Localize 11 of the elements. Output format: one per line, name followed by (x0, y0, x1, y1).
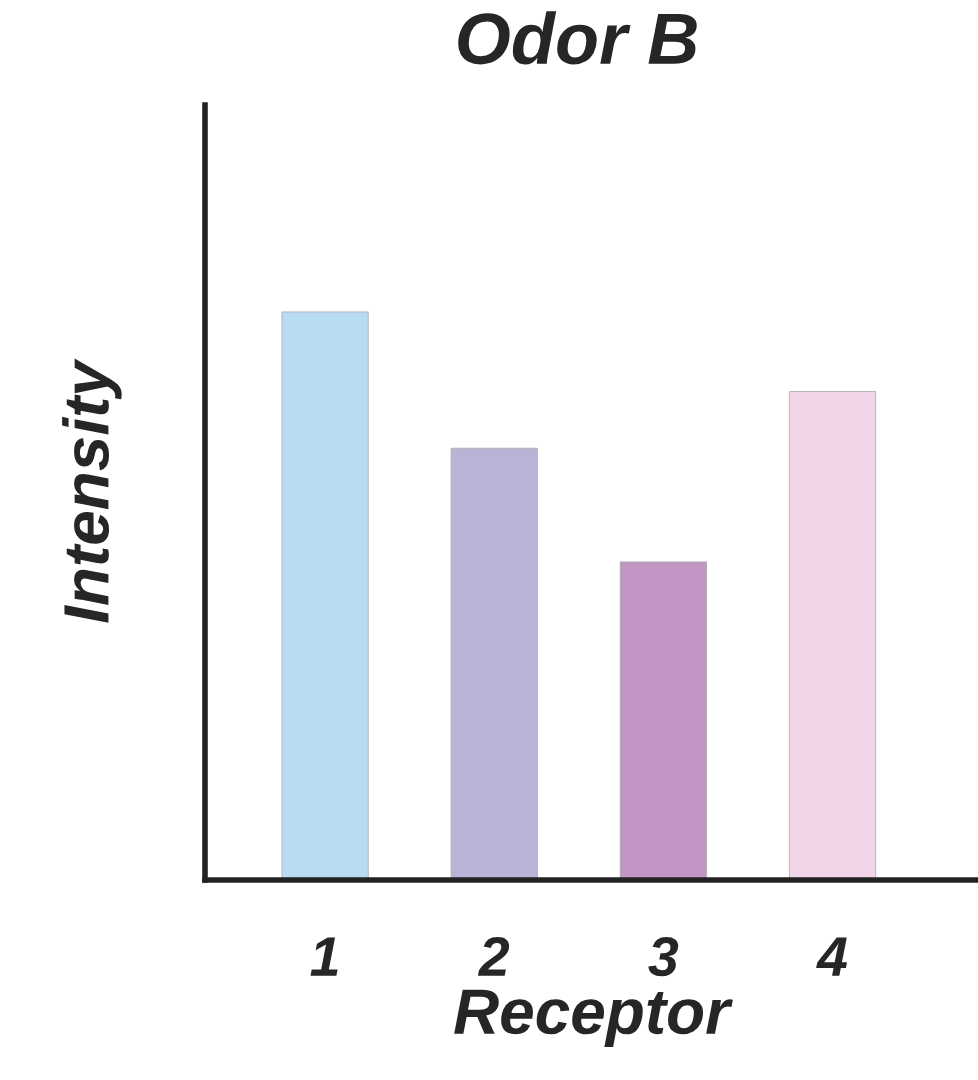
y-axis-title: Intensity (62, 358, 122, 623)
bar (281, 311, 369, 880)
x-axis-title: Receptor (454, 989, 733, 1047)
x-tick-label: 4 (816, 937, 848, 976)
x-tick-label: 3 (648, 937, 679, 977)
chart-title: Odor B (458, 11, 697, 65)
x-tick-label: 1 (310, 937, 338, 976)
bar (619, 561, 707, 880)
bar (450, 447, 538, 880)
bar (788, 391, 877, 880)
x-tick-label: 2 (477, 937, 510, 976)
